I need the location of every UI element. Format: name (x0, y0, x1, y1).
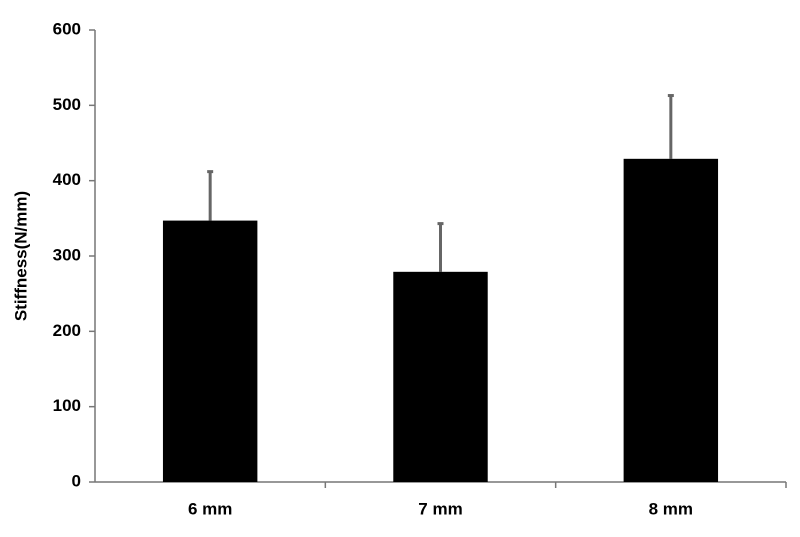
x-tick-label: 6 mm (188, 499, 232, 518)
x-tick-label: 7 mm (418, 499, 462, 518)
y-tick-label: 600 (53, 19, 81, 38)
y-tick-label: 500 (53, 95, 81, 114)
x-tick-label: 8 mm (649, 499, 693, 518)
bar (623, 158, 719, 482)
y-tick-label: 200 (53, 321, 81, 340)
y-tick-label: 100 (53, 396, 81, 415)
y-axis-label: Stiffness(N/mm) (11, 191, 30, 321)
bar (162, 220, 258, 483)
y-tick-label: 400 (53, 170, 81, 189)
y-tick-label: 300 (53, 245, 81, 264)
y-tick-label: 0 (72, 471, 81, 490)
bar (393, 271, 488, 482)
